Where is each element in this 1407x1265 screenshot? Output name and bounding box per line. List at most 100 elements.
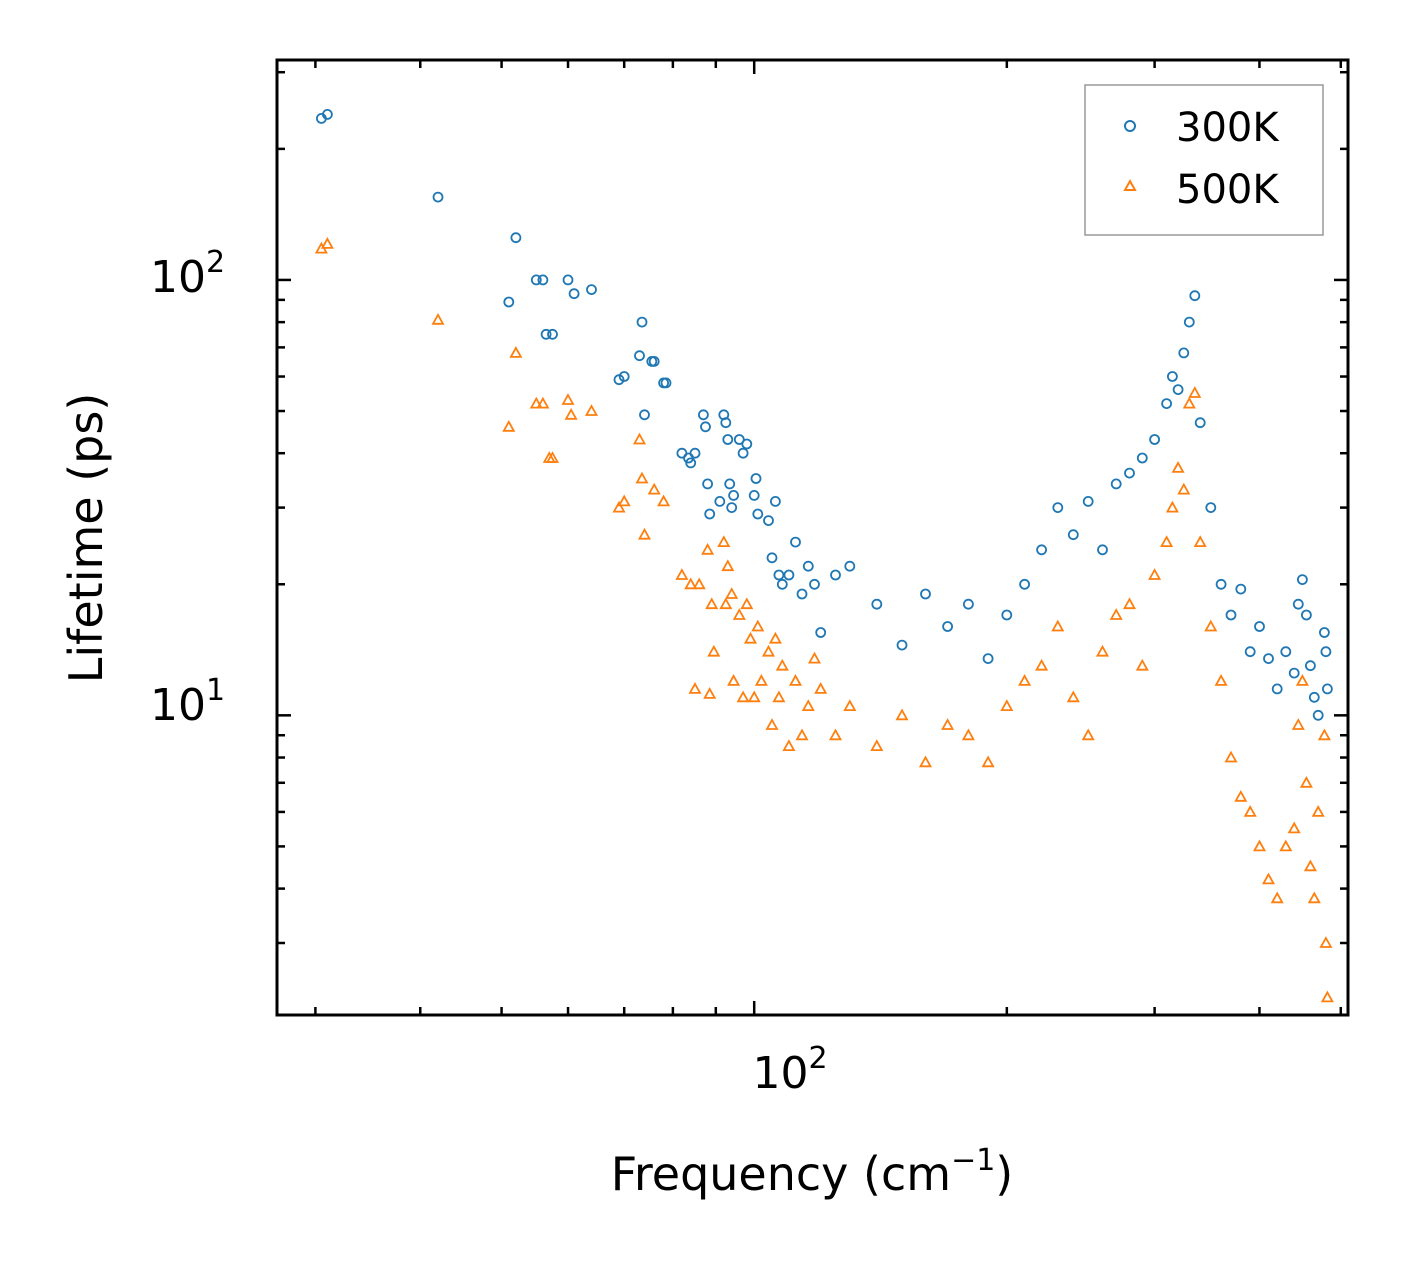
data-point-300K (896, 639, 908, 651)
data-point-500K (1295, 674, 1309, 686)
data-point-500K (707, 644, 721, 657)
data-point-300K (1322, 683, 1333, 695)
legend-box (1084, 84, 1324, 236)
data-point-300K (1215, 578, 1227, 590)
data-point-500K (1188, 386, 1202, 398)
data-point-300K (704, 508, 716, 520)
data-point-500K (647, 482, 661, 495)
data-point-500K (1320, 990, 1334, 1003)
data-point-500K (1307, 891, 1321, 904)
data-point-500K (981, 755, 995, 768)
data-point-500K (1051, 619, 1065, 632)
data-point-500K (561, 393, 575, 405)
data-point-500K (564, 407, 578, 420)
data-point-500K (761, 644, 776, 657)
data-point-500K (870, 739, 884, 751)
data-point-300K (1280, 646, 1292, 658)
data-point-300K (568, 288, 580, 300)
data-point-500K (688, 682, 702, 694)
data-point-300K (766, 552, 778, 564)
data-point-500K (1252, 839, 1267, 852)
data-point-300K (689, 447, 701, 459)
data-point-500K (754, 674, 768, 686)
data-point-300K (773, 569, 785, 581)
data-point-500K (509, 346, 523, 358)
data-point-300K (432, 191, 444, 203)
data-point-300K (639, 409, 650, 421)
data-point-300K (737, 447, 749, 459)
data-point-300K (815, 627, 827, 638)
data-point-500K (768, 631, 782, 644)
data-point-300K (1052, 502, 1064, 514)
data-point-300K (1297, 574, 1308, 585)
data-point-300K (660, 377, 672, 389)
data-point-500K (502, 419, 516, 432)
data-point-500K (843, 699, 857, 711)
data-point-500K (1299, 775, 1313, 788)
data-point-300K (586, 284, 597, 296)
data-point-500K (1243, 805, 1257, 817)
data-point-300K (1172, 384, 1184, 396)
data-point-300K (726, 502, 738, 514)
x-axis-title: Frequency (cm−1) (611, 1143, 1014, 1201)
y-axis-title: Lifetime (ps) (59, 393, 113, 684)
data-point-500K (536, 396, 550, 409)
data-point-300K (698, 409, 709, 421)
data-point-500K (725, 587, 739, 599)
data-point-300K (1312, 709, 1324, 721)
data-point-500K (545, 451, 560, 463)
data-point-500K (895, 708, 909, 721)
data-point-300K (1082, 495, 1094, 507)
data-point-500K (1148, 568, 1162, 580)
data-point-300K (1244, 646, 1256, 658)
data-point-300K (1067, 529, 1079, 541)
data-point-300K (1149, 434, 1160, 445)
data-point-500K (1287, 821, 1301, 834)
data-point-500K (1224, 750, 1238, 763)
data-point-500K (703, 687, 717, 699)
data-point-300K (1271, 683, 1283, 695)
data-point-500K (788, 674, 803, 686)
data-point-500K (1171, 461, 1185, 473)
data-point-300K (547, 328, 558, 340)
legend-marker-300K (1124, 120, 1136, 132)
data-point-500K (1317, 728, 1331, 741)
legend-marker-500K (1123, 178, 1137, 191)
data-point-500K (765, 718, 779, 730)
x-tick-label: 102 (752, 1041, 827, 1099)
data-point-300K (1136, 452, 1148, 464)
data-point-500K (692, 577, 706, 590)
data-point-500K (941, 718, 955, 730)
data-point-300K (700, 421, 711, 433)
data-point-300K (634, 350, 645, 362)
data-point-500K (727, 674, 741, 686)
data-point-300K (1183, 316, 1195, 328)
data-point-500K (1204, 619, 1218, 632)
data-point-500K (775, 658, 789, 671)
data-point-300K (796, 588, 808, 600)
data-point-500K (635, 471, 649, 484)
data-point-500K (740, 597, 754, 610)
data-point-500K (1066, 690, 1080, 703)
data-points (314, 109, 1334, 1003)
data-point-500K (529, 396, 543, 409)
data-point-300K (1110, 478, 1122, 490)
data-point-300K (982, 653, 994, 664)
data-point-500K (747, 690, 761, 703)
data-point-500K (736, 690, 750, 703)
data-point-300K (871, 598, 883, 610)
data-point-300K (537, 274, 549, 286)
data-point-300K (728, 489, 739, 501)
data-point-500K (431, 312, 445, 325)
data-point-500K (1234, 789, 1248, 802)
data-point-500K (612, 500, 626, 513)
data-point-300K (963, 598, 974, 610)
y-tick-label: 102 (150, 245, 225, 303)
data-point-500K (617, 494, 631, 507)
legend-label-300K: 300K (1176, 105, 1280, 151)
data-point-300K (1320, 646, 1332, 658)
y-tick-label: 101 (150, 673, 225, 731)
data-point-300K (722, 434, 734, 445)
data-point-500K (1193, 535, 1207, 547)
